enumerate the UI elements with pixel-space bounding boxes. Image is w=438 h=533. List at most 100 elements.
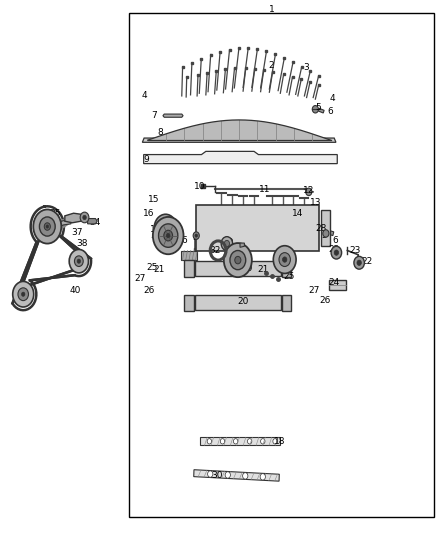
- Text: 11: 11: [259, 185, 271, 193]
- Circle shape: [164, 230, 173, 241]
- Text: 9: 9: [144, 156, 150, 164]
- Text: 39: 39: [77, 257, 88, 265]
- Circle shape: [74, 256, 83, 266]
- Circle shape: [44, 223, 50, 230]
- Text: 10: 10: [194, 182, 205, 190]
- Text: 8: 8: [158, 128, 164, 136]
- Circle shape: [153, 217, 184, 254]
- Text: 18: 18: [169, 239, 180, 248]
- Circle shape: [283, 257, 287, 262]
- Circle shape: [225, 472, 230, 478]
- Text: 25: 25: [283, 272, 295, 280]
- Text: 32: 32: [209, 246, 220, 255]
- Text: 26: 26: [143, 286, 155, 295]
- Circle shape: [208, 471, 213, 477]
- Polygon shape: [318, 108, 324, 113]
- Circle shape: [354, 256, 364, 269]
- Circle shape: [334, 250, 339, 255]
- Text: 19: 19: [223, 238, 235, 247]
- Circle shape: [220, 439, 225, 444]
- Bar: [184, 260, 194, 277]
- Text: 3: 3: [304, 63, 310, 72]
- Circle shape: [224, 240, 230, 247]
- Bar: [195, 295, 280, 310]
- Text: 37: 37: [71, 229, 82, 237]
- Text: 12: 12: [303, 187, 314, 195]
- Circle shape: [21, 292, 25, 296]
- Text: 26: 26: [319, 296, 331, 304]
- Bar: [282, 260, 292, 277]
- Circle shape: [243, 473, 248, 479]
- Circle shape: [273, 439, 277, 444]
- Text: 6: 6: [332, 237, 338, 245]
- Polygon shape: [148, 120, 331, 140]
- Circle shape: [357, 260, 361, 265]
- Text: 38: 38: [77, 239, 88, 248]
- Circle shape: [306, 188, 312, 196]
- Polygon shape: [65, 213, 83, 223]
- Polygon shape: [56, 221, 71, 228]
- Polygon shape: [163, 114, 183, 117]
- Circle shape: [233, 439, 238, 444]
- Polygon shape: [88, 219, 97, 224]
- Polygon shape: [328, 230, 334, 236]
- Circle shape: [279, 253, 290, 266]
- Text: 29: 29: [278, 253, 290, 261]
- Text: 1: 1: [268, 5, 275, 14]
- Polygon shape: [194, 470, 279, 481]
- Circle shape: [77, 259, 81, 263]
- Circle shape: [247, 439, 252, 444]
- Text: 5: 5: [321, 231, 327, 240]
- Text: 20: 20: [237, 297, 249, 305]
- Circle shape: [235, 256, 241, 264]
- Circle shape: [195, 234, 198, 237]
- Circle shape: [166, 233, 170, 238]
- Bar: [163, 218, 168, 238]
- Circle shape: [159, 224, 178, 247]
- Text: 13: 13: [310, 198, 321, 207]
- Bar: [184, 295, 194, 311]
- Text: 6: 6: [328, 108, 334, 116]
- Text: 30: 30: [211, 471, 223, 480]
- Circle shape: [224, 243, 252, 277]
- Circle shape: [207, 439, 212, 444]
- Text: 22: 22: [361, 257, 373, 265]
- Circle shape: [80, 212, 89, 223]
- Text: 40: 40: [72, 266, 84, 275]
- Polygon shape: [144, 151, 337, 164]
- Text: 18: 18: [274, 437, 285, 446]
- Circle shape: [13, 281, 34, 307]
- Circle shape: [18, 288, 28, 301]
- Polygon shape: [142, 138, 336, 142]
- Polygon shape: [240, 243, 244, 247]
- Text: 23: 23: [349, 246, 360, 255]
- Circle shape: [69, 249, 88, 273]
- Circle shape: [331, 246, 342, 259]
- Circle shape: [273, 246, 296, 273]
- Text: 33: 33: [150, 231, 162, 240]
- Circle shape: [323, 230, 329, 237]
- Circle shape: [261, 439, 265, 444]
- Text: 21: 21: [257, 265, 268, 273]
- Text: 5: 5: [315, 103, 321, 112]
- Bar: [181, 251, 197, 260]
- Circle shape: [46, 225, 49, 228]
- Text: 16: 16: [143, 209, 155, 217]
- Circle shape: [221, 237, 233, 251]
- Circle shape: [83, 215, 86, 220]
- Text: 21: 21: [153, 265, 165, 273]
- Text: 22: 22: [328, 245, 339, 254]
- Bar: [200, 437, 280, 446]
- Circle shape: [193, 232, 199, 239]
- Circle shape: [312, 106, 318, 113]
- Circle shape: [39, 217, 55, 236]
- Text: 35: 35: [49, 209, 60, 217]
- Text: 25: 25: [147, 263, 158, 272]
- Text: 34: 34: [89, 219, 100, 227]
- Text: 40: 40: [70, 286, 81, 295]
- Bar: [328, 280, 346, 290]
- Text: 2: 2: [269, 61, 274, 69]
- Text: 14: 14: [292, 209, 304, 217]
- Bar: [195, 261, 280, 276]
- Circle shape: [33, 209, 61, 244]
